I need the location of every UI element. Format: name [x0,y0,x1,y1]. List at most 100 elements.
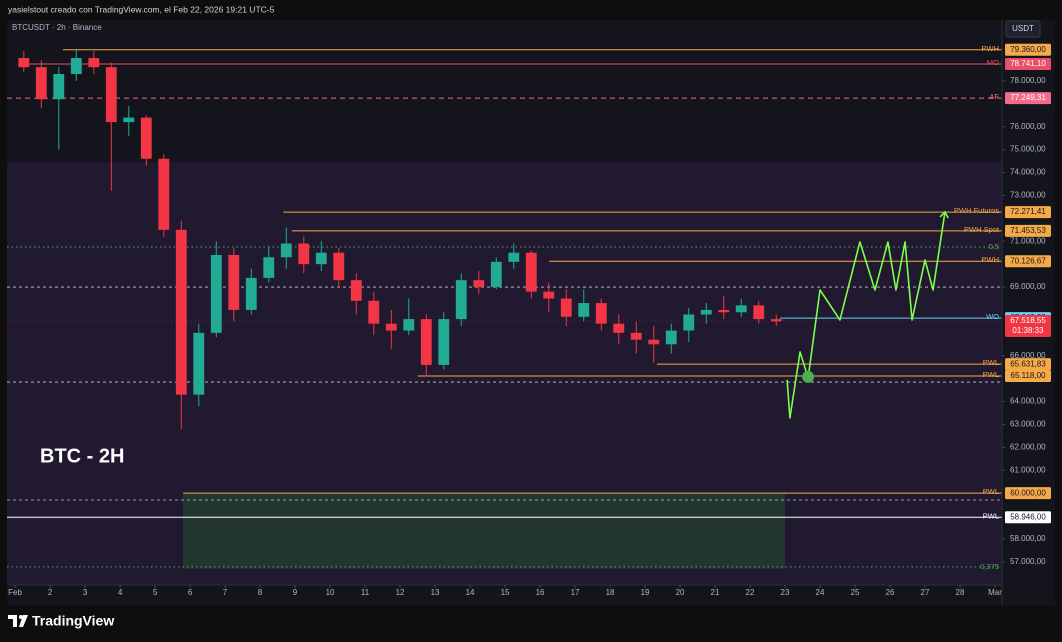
x-tick-label: 28 [956,588,965,597]
current-price-box [1005,314,1051,337]
entry-point [802,370,815,383]
price-label-box [1005,369,1051,382]
y-tick-label: 76.000,00 [1010,122,1046,131]
price-label-box [1005,487,1051,500]
price-label-box [1005,92,1051,105]
x-tick-label: 22 [746,588,755,597]
level-name: PWL [983,358,999,367]
candle-body [105,67,117,123]
candle-body [613,323,625,333]
candle-body [718,309,730,313]
candle-body [280,243,292,258]
price-label-box [1005,43,1051,56]
candle-body [263,257,275,278]
price-label: 79.360,00 [1010,45,1046,54]
brand: TradingView [32,613,114,629]
x-tick-label: 15 [501,588,510,597]
level-name: 0,375 [980,562,999,571]
x-tick-label: 11 [361,588,370,597]
level-name: PWH [982,44,1000,53]
current-price-label: 67.518,55 [1010,316,1046,325]
x-tick-label: 8 [258,588,263,597]
author-line: yasielstout creado con TradingView.com, … [8,4,275,14]
candle-body [595,303,607,324]
candle-body [420,319,432,365]
chart-title: BTCUSDT · 2h · Binance [12,23,102,32]
y-tick-label: 64.000,00 [1010,397,1046,406]
x-tick-label: 7 [223,588,228,597]
candle-body [333,252,345,281]
candle-body [18,58,30,68]
y-tick-label: 66.000,00 [1010,351,1046,360]
x-tick-label: Feb [8,588,22,597]
price-label: 72.271,41 [1010,207,1046,216]
x-tick-label: 19 [641,588,650,597]
x-tick-label: 9 [293,588,298,597]
candle-body [455,280,467,320]
y-tick-label: 74.000,00 [1010,168,1046,177]
candle-body [193,332,205,395]
candle-body [438,319,450,365]
level-name: PWH Spot [964,225,1000,234]
price-label-box [1005,511,1051,524]
y-tick-label: 69.000,00 [1010,282,1046,291]
candle-body [770,319,782,322]
candle-body [175,229,187,395]
candle-body [140,117,152,159]
y-tick-label: 63.000,00 [1010,420,1046,429]
level-name: 0,5 [989,242,999,251]
y-tick-label: 71.000,00 [1010,236,1046,245]
level-name: WO [986,312,999,321]
level-name: MO [987,58,999,67]
price-label-box [1005,255,1051,268]
candle-body [228,254,240,310]
price-label: 65.118,00 [1011,371,1047,380]
candle-body [403,319,415,331]
price-label: 78.741,10 [1010,59,1046,68]
candle-body [473,280,485,288]
x-tick-label: 18 [606,588,615,597]
x-tick-label: 3 [83,588,88,597]
level-name: PWH [982,255,1000,264]
level-name: PWL [983,511,999,520]
candle-body [700,309,712,315]
x-tick-label: 6 [188,588,193,597]
x-tick-label: 23 [781,588,790,597]
x-tick-label: 2 [48,588,53,597]
candle-body [578,303,590,317]
candle-body [53,74,65,100]
x-tick-label: 26 [886,588,895,597]
brand-logo [8,615,28,627]
candle-body [385,323,397,331]
candle-body [210,254,222,333]
x-tick-label: 12 [396,588,405,597]
price-label-box [1005,358,1051,371]
candle-body [35,67,47,100]
candle-body [543,291,555,299]
x-tick-label: 4 [118,588,123,597]
y-tick-label: 75.000,00 [1010,145,1046,154]
x-tick-label: 25 [851,588,860,597]
price-label-box [1005,206,1051,219]
candle-body [245,277,257,310]
y-tick-label: 73.000,00 [1010,191,1046,200]
x-tick-label: 17 [571,588,580,597]
candle-body [490,261,502,288]
currency-box[interactable] [1005,20,1041,38]
x-tick-label: 16 [536,588,545,597]
zone [183,493,786,569]
y-tick-label: 62.000,00 [1010,442,1046,451]
candle-body [368,300,380,324]
price-label-box [1005,224,1051,237]
x-tick-label: 21 [711,588,720,597]
currency[interactable]: USDT [1012,24,1034,33]
x-tick-label: 13 [431,588,440,597]
level-name: PWH Futuros [954,206,999,215]
price-label: 60.000,00 [1010,488,1046,497]
projection-arrowhead [939,210,949,219]
x-tick-label: 5 [153,588,158,597]
candle-body [88,58,100,68]
candle-body [70,58,82,75]
